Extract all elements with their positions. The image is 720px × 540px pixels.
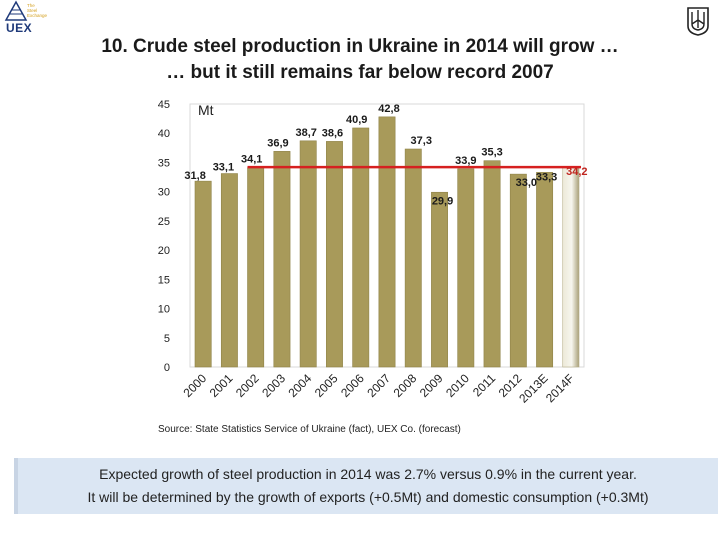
bar-2014F <box>562 166 580 368</box>
y-tick-label: 45 <box>158 99 170 111</box>
steel-exchange-logo-icon: The Steel Exchange <box>4 0 48 21</box>
value-label-2001: 33,1 <box>213 162 234 174</box>
bar-2003 <box>273 151 291 368</box>
x-tick-label: 2011 <box>470 371 498 399</box>
bar-2000 <box>194 180 212 368</box>
logo-small-line-3: Exchange <box>27 13 48 18</box>
value-label-2004: 38,7 <box>295 127 316 139</box>
x-tick-label: 2005 <box>312 371 341 400</box>
summary-line-2: It will be determined by the growth of e… <box>87 489 649 505</box>
x-tick-label: 2008 <box>391 371 420 400</box>
value-label-2007: 42,8 <box>378 103 399 115</box>
value-label-2008: 37,3 <box>411 135 432 147</box>
bar-2004 <box>299 140 317 368</box>
bar-2001 <box>220 173 238 368</box>
value-label-2011: 35,3 <box>481 147 502 159</box>
x-tick-label: 2013E <box>516 371 550 405</box>
value-label-2009: 29,9 <box>432 195 453 207</box>
bar-2002 <box>247 167 265 368</box>
logo-small-line-1: The <box>27 3 35 8</box>
y-tick-label: 20 <box>158 245 170 257</box>
x-tick-label: 2007 <box>364 371 393 400</box>
y-tick-label: 10 <box>158 304 170 316</box>
bar-2009 <box>431 191 448 368</box>
y-tick-label: 0 <box>164 362 170 374</box>
x-tick-label: 2002 <box>233 371 262 400</box>
y-tick-label: 25 <box>158 216 170 228</box>
bar-2008 <box>404 148 422 368</box>
y-unit-label: Mt <box>198 102 214 118</box>
slide-title: 10. Crude steel production in Ukraine in… <box>0 34 720 86</box>
x-tick-label: 2003 <box>259 371 288 400</box>
bar-2012 <box>509 173 527 368</box>
logo-small-line-2: Steel <box>27 8 37 13</box>
value-label-2005: 38,6 <box>322 127 343 139</box>
bar-2005 <box>326 141 343 368</box>
x-tick-label: 2010 <box>443 371 472 400</box>
x-tick-label: 2014F <box>543 371 577 405</box>
uex-logo: The Steel Exchange UEX <box>2 0 48 36</box>
bar-2007 <box>378 116 396 368</box>
y-tick-label: 30 <box>158 187 170 199</box>
logo-text: UEX <box>6 21 33 35</box>
steel-production-bar-chart: 0 5 10 15 20 25 30 35 40 45 Mt 31,8 33,1 34,1 36,9 38,… <box>158 99 588 406</box>
bar-2006 <box>352 127 370 368</box>
y-tick-label: 5 <box>164 333 170 345</box>
x-tick-label: 2001 <box>207 371 236 400</box>
bar-2010 <box>457 168 475 368</box>
value-label-2014F: 34,2 <box>566 166 587 178</box>
x-tick-label: 2000 <box>180 371 209 400</box>
x-tick-label: 2009 <box>417 371 446 400</box>
bar-2013E <box>536 172 554 368</box>
title-line-1: 10. Crude steel production in Ukraine in… <box>101 36 619 57</box>
summary-line-1: Expected growth of steel production in 2… <box>99 466 637 482</box>
x-tick-label: 2006 <box>338 371 367 400</box>
bar-2011 <box>483 160 501 368</box>
summary-box: Expected growth of steel production in 2… <box>14 458 718 514</box>
x-tick-label: 2004 <box>286 371 315 400</box>
y-tick-label: 15 <box>158 274 170 286</box>
value-label-2006: 40,9 <box>346 114 367 126</box>
value-label-2010: 33,9 <box>455 155 476 167</box>
value-label-2012: 33,0 <box>516 177 537 189</box>
value-label-2002: 34,1 <box>241 154 262 166</box>
value-label-2003: 36,9 <box>267 137 288 149</box>
value-label-2000: 31,8 <box>184 170 205 182</box>
source-note: Source: State Statistics Service of Ukra… <box>158 424 461 435</box>
value-label-2013E: 33,3 <box>536 171 557 183</box>
y-tick-label: 40 <box>158 128 170 140</box>
y-tick-label: 35 <box>158 157 170 169</box>
title-line-2: … but it still remains far below record … <box>166 62 554 83</box>
ukraine-trident-icon <box>687 7 709 36</box>
